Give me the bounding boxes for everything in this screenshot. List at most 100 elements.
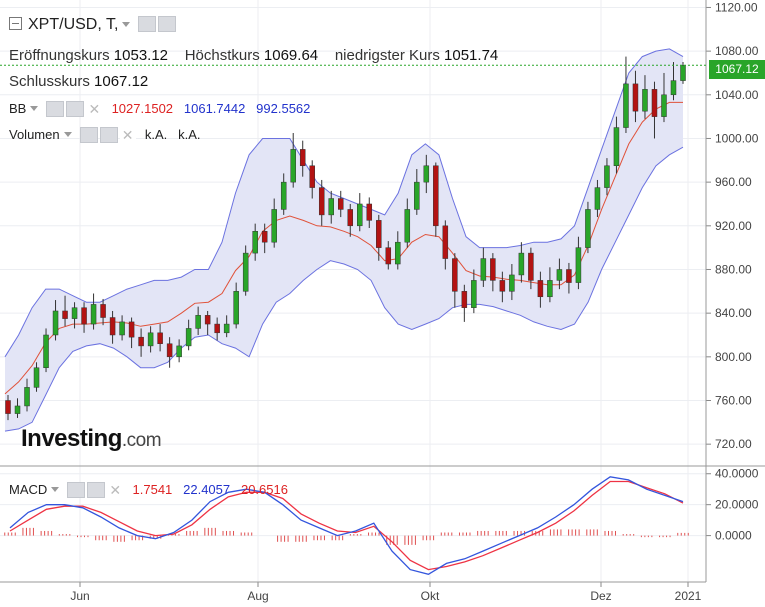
- candle-body: [423, 165, 430, 183]
- logo-suffix: .com: [121, 430, 162, 451]
- candle-body: [138, 336, 144, 347]
- close-icon[interactable]: ✕: [107, 482, 124, 497]
- candle-body: [62, 310, 68, 319]
- candle-body: [33, 367, 40, 388]
- candle-body: [24, 387, 30, 407]
- chevron-down-icon[interactable]: [51, 487, 60, 493]
- candle-body: [537, 280, 544, 298]
- price-tick-label: 760.00: [715, 393, 752, 407]
- candle-body: [651, 89, 658, 117]
- candle-body: [195, 315, 201, 329]
- candle-body: [90, 304, 97, 325]
- eye-icon[interactable]: [67, 481, 86, 498]
- price-tick-label: 1040.00: [715, 88, 759, 102]
- candle-body: [604, 165, 610, 188]
- candle-body: [71, 307, 78, 319]
- candle-body: [204, 315, 211, 325]
- bb-upper-line: [4, 48, 684, 358]
- gear-icon[interactable]: [99, 126, 118, 143]
- logo-text: Investing: [21, 425, 122, 452]
- candle-body: [309, 165, 315, 188]
- investing-logo: Investing.com: [21, 425, 162, 453]
- candle-body: [528, 252, 534, 281]
- gear-icon[interactable]: [66, 100, 85, 117]
- bb-upper-value: 1027.1502: [111, 101, 174, 116]
- candle-body: [81, 307, 87, 325]
- chevron-down-icon[interactable]: [122, 21, 131, 27]
- gear-icon[interactable]: [87, 481, 106, 498]
- macd-signal-value: 20.6516: [240, 482, 288, 497]
- candle-body: [404, 209, 411, 243]
- eye-icon[interactable]: [46, 100, 65, 117]
- eye-icon[interactable]: [79, 126, 98, 143]
- volume-row: Volumen ✕ k.A. k.A.: [9, 126, 200, 144]
- candle-body: [433, 165, 439, 227]
- candle-body: [366, 203, 373, 221]
- candle-body: [109, 317, 116, 336]
- price-tick-label: 920.00: [715, 219, 752, 233]
- chevron-down-icon[interactable]: [30, 106, 39, 112]
- candle-body: [252, 231, 258, 254]
- close-label: Schlusskurs: [9, 73, 90, 90]
- time-tick-label: Okt: [421, 589, 440, 603]
- symbol-label: XPT/USD, T,: [28, 16, 119, 33]
- bb-middle-value: 1061.7442: [183, 101, 246, 116]
- candle-body: [280, 181, 287, 210]
- candle-body: [233, 291, 239, 325]
- candle-body: [376, 220, 382, 248]
- eye-icon[interactable]: [138, 16, 157, 33]
- candle-body: [499, 280, 506, 292]
- price-tick-label: 960.00: [715, 175, 752, 189]
- candle-body: [661, 94, 667, 117]
- close-icon[interactable]: ✕: [119, 127, 136, 142]
- candle-body: [14, 405, 21, 414]
- candle-body: [328, 198, 334, 216]
- candle-body: [347, 209, 354, 227]
- time-tick-label: Aug: [247, 589, 268, 603]
- symbol-row: XPT/USD, T,: [9, 16, 178, 34]
- high-value: 1069.64: [263, 47, 319, 64]
- bb-row: BB ✕ 1027.1502 1061.7442 992.5562: [9, 100, 310, 118]
- candle-body: [414, 181, 420, 210]
- candle-body: [385, 247, 392, 265]
- collapse-toggle-icon[interactable]: [9, 16, 22, 30]
- close-row: Schlusskurs 1067.12: [9, 73, 148, 90]
- candle-body: [176, 345, 182, 358]
- candle-body: [395, 241, 401, 265]
- volume-label: Volumen: [9, 127, 60, 142]
- candle-body: [480, 258, 487, 281]
- candle-body: [357, 203, 363, 227]
- open-label: Eröffnungskurs: [9, 47, 110, 64]
- ohlc-row: Eröffnungskurs 1053.12 Höchstkurs 1069.6…: [9, 47, 498, 64]
- close-value: 1067.12: [94, 73, 149, 90]
- candle-body: [575, 247, 582, 283]
- bb-band-fill: [5, 48, 683, 432]
- last-price-tag: 1067.12: [709, 60, 765, 79]
- close-icon[interactable]: ✕: [86, 101, 103, 116]
- gear-icon[interactable]: [158, 16, 177, 33]
- candle-body: [119, 321, 125, 336]
- candle-body: [566, 269, 572, 283]
- candle-body: [166, 343, 173, 358]
- candle-body: [43, 334, 49, 368]
- candle-body: [337, 198, 344, 210]
- chevron-down-icon[interactable]: [63, 132, 72, 138]
- candle-body: [670, 80, 677, 96]
- candle-body: [509, 274, 515, 292]
- macd-tick-label: 20.0000: [715, 498, 759, 512]
- candle-body: [261, 231, 268, 243]
- low-value: 1051.74: [444, 47, 499, 64]
- candle-body: [157, 332, 163, 344]
- candle-body: [518, 252, 525, 276]
- macd-signal-line: [9, 480, 684, 571]
- candle-body: [613, 127, 620, 167]
- candle-body: [556, 269, 563, 281]
- macd-line: [9, 476, 684, 575]
- candle-body: [490, 258, 496, 281]
- price-tick-label: 720.00: [715, 437, 752, 451]
- candle-body: [271, 209, 277, 243]
- candle-body: [100, 304, 106, 318]
- macd-tick-label: 40.0000: [715, 467, 759, 481]
- candle-body: [585, 209, 591, 248]
